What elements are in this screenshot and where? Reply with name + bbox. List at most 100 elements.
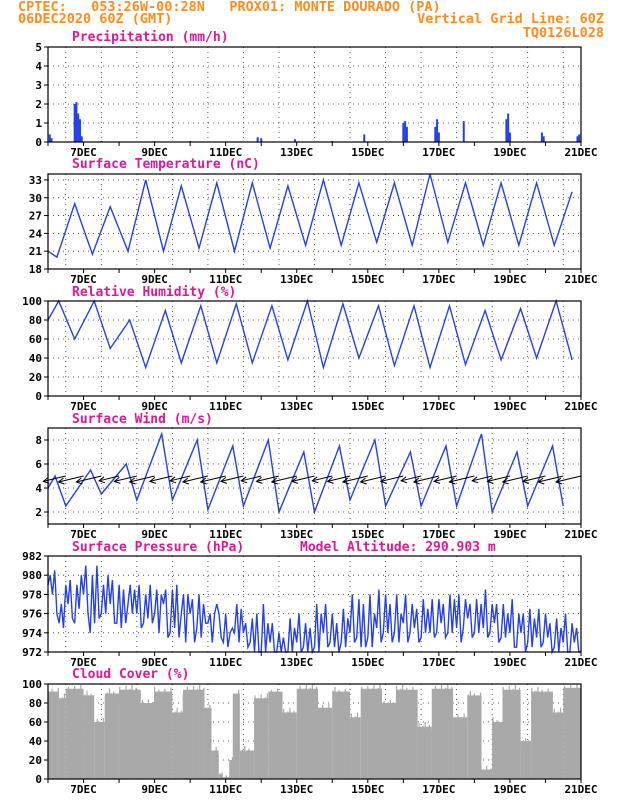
y-tick-label: 972 — [22, 646, 42, 659]
precip-bar — [260, 138, 263, 142]
wind-arrow — [149, 475, 173, 482]
y-tick-label: 976 — [22, 608, 42, 621]
x-tick-label: 21DEC — [564, 146, 597, 159]
y-tick-label: 3 — [35, 79, 42, 92]
wind-arrow — [327, 475, 351, 482]
y-tick-label: 8 — [35, 434, 42, 447]
y-tick-label: 80 — [29, 314, 42, 327]
precip-bar — [293, 139, 296, 142]
y-tick-label: 0 — [35, 773, 42, 786]
precip-bar — [508, 132, 511, 142]
wind-arrow-head — [448, 477, 456, 485]
series-line — [47, 298, 573, 371]
wind-arrow-head — [199, 477, 207, 485]
precip-bar — [405, 126, 408, 142]
wind-arrow — [538, 475, 564, 483]
panel-frame — [47, 555, 582, 653]
x-tick-label: 13DEC — [280, 400, 313, 413]
y-tick-label: 33 — [29, 174, 42, 187]
wind-arrow — [114, 475, 137, 482]
precip-bar — [77, 113, 80, 142]
wind-arrow — [434, 475, 457, 482]
wind-arrow — [200, 475, 226, 483]
wind-arrow — [271, 475, 297, 483]
x-tick-label: 15DEC — [351, 400, 384, 413]
x-tick-label: 15DEC — [351, 783, 384, 796]
cloud-bar — [563, 687, 581, 779]
y-tick-label: 21 — [29, 245, 43, 258]
wind-arrow — [472, 475, 493, 482]
wind-arrow-head — [113, 477, 121, 484]
y-tick-label: 24 — [29, 227, 43, 240]
y-tick-label: 18 — [29, 263, 42, 276]
x-tick-label: 9DEC — [141, 400, 168, 413]
x-tick-label: 19DEC — [493, 656, 526, 669]
wind-arrow — [129, 475, 155, 483]
x-tick-label: 7DEC — [70, 273, 97, 286]
y-tick-label: 20 — [29, 754, 42, 767]
x-tick-label: 17DEC — [422, 146, 455, 159]
precip-bar — [542, 136, 545, 142]
y-tick-label: 40 — [29, 352, 42, 365]
x-tick-label: 11DEC — [209, 656, 242, 669]
precip-bar — [505, 119, 508, 142]
x-tick-label: 21DEC — [564, 400, 597, 413]
x-tick-label: 17DEC — [422, 783, 455, 796]
x-tick-label: 19DEC — [493, 146, 526, 159]
precip-bar — [576, 136, 579, 142]
x-tick-label: 21DEC — [564, 528, 597, 541]
panel-title-5: Cloud Cover (%) — [72, 667, 189, 682]
wind-arrow-head — [169, 476, 177, 484]
wind-arrow-head — [128, 477, 136, 485]
header-line-1: CPTEC: 053:26W-00:28N PROX01: MONTE DOUR… — [18, 0, 441, 15]
x-tick-label: 7DEC — [70, 783, 97, 796]
x-tick-label: 17DEC — [422, 528, 455, 541]
x-tick-label: 19DEC — [493, 528, 526, 541]
wind-arrow-head — [554, 477, 563, 485]
x-tick-label: 15DEC — [351, 656, 384, 669]
wind-arrow-head — [98, 476, 106, 484]
y-tick-label: 60 — [29, 716, 42, 729]
x-tick-label: 11DEC — [209, 400, 242, 413]
wind-arrow-head — [379, 477, 387, 484]
wind-arrow-head — [219, 477, 228, 484]
y-tick-label: 20 — [29, 371, 42, 384]
precip-bar — [437, 132, 440, 142]
panel-title-4: Surface Pressure (hPa) — [72, 540, 244, 555]
y-tick-label: 0 — [35, 136, 42, 149]
x-tick-label: 9DEC — [141, 528, 168, 541]
x-tick-label: 9DEC — [141, 783, 168, 796]
x-tick-label: 19DEC — [493, 400, 526, 413]
wind-arrow — [220, 475, 244, 482]
x-tick-label: 11DEC — [209, 528, 242, 541]
wind-arrow-head — [400, 476, 408, 484]
wind-arrow — [413, 475, 439, 483]
x-tick-label: 15DEC — [351, 528, 384, 541]
wind-arrow — [241, 475, 262, 482]
y-tick-label: 6 — [35, 458, 42, 471]
x-tick-label: 21DEC — [564, 273, 597, 286]
wind-arrow-head — [290, 477, 299, 484]
header-line-3-right: TQ0126L028 — [522, 25, 604, 41]
wind-arrow-head — [311, 476, 319, 484]
y-tick-label: 40 — [29, 735, 42, 748]
precip-bar — [434, 126, 437, 142]
precip-bar — [404, 121, 407, 142]
wind-arrow — [312, 475, 333, 482]
wind-arrow-head — [42, 477, 50, 484]
panel-frame — [47, 46, 582, 143]
wind-arrow-head — [148, 477, 157, 484]
wind-arrow-head — [255, 477, 263, 484]
wind-arrow — [360, 475, 386, 483]
precip-bar — [256, 137, 259, 142]
y-tick-label: 30 — [29, 192, 42, 205]
wind-arrow — [170, 475, 191, 482]
precip-bar — [436, 119, 439, 142]
wind-arrow — [400, 475, 422, 482]
wind-arrow-head — [270, 477, 278, 485]
wind-arrow — [380, 475, 404, 482]
cloud-bar — [211, 750, 219, 779]
wind-arrow-head — [537, 477, 545, 485]
y-tick-label: 974 — [22, 627, 42, 640]
